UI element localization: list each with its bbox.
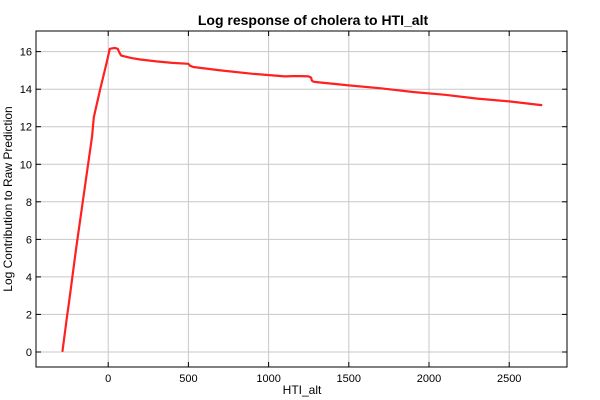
grid-layer [36,31,567,367]
x-tick-label: 1000 [256,373,280,385]
y-axis-label: Log Contribution to Raw Prediction [1,106,15,291]
x-tick-label: 500 [179,373,197,385]
y-tick-label: 14 [20,84,32,96]
x-tick-label: 1500 [337,373,361,385]
y-tick-label: 10 [20,159,32,171]
y-tick-label: 6 [26,234,32,246]
y-tick-label: 16 [20,47,32,59]
x-tick-label: 2000 [417,373,441,385]
x-tick-label: 2500 [497,373,521,385]
chart-title: Log response of cholera to HTI_alt [198,12,429,28]
series-layer [61,46,543,353]
y-tick-label: 2 [26,309,32,321]
y-tick-label: 12 [20,122,32,134]
series-line-0 [61,46,543,353]
x-axis-label: HTI_alt [283,383,322,397]
y-tick-label: 4 [26,272,32,284]
tick-layer: 0 500 1000 1500 2000 2500 0 2 4 6 8 10 12 14 16 [20,31,567,385]
x-tick-label: 0 [105,373,111,385]
y-tick-label: 8 [26,197,32,209]
plot-frame [35,30,568,368]
y-tick-label: 0 [26,347,32,359]
